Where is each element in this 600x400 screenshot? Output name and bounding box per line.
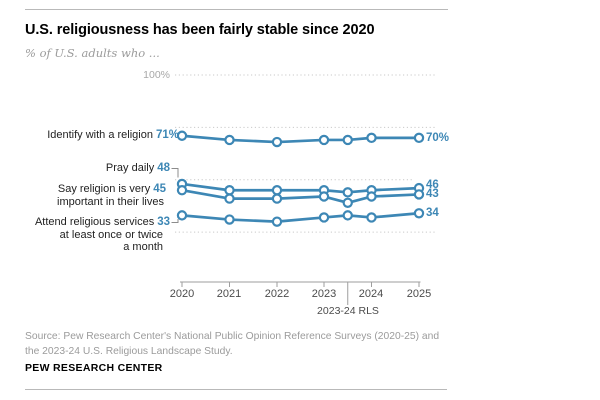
x-tick-2022: 2022	[264, 288, 290, 300]
connector-pray-48	[171, 168, 179, 178]
series-end-value-pray: 46	[426, 179, 439, 191]
data-point-important-2025	[413, 189, 425, 200]
data-point-attend-2025	[413, 208, 425, 219]
data-point-identify-2023	[318, 134, 330, 146]
data-point-identify-2025	[413, 132, 425, 144]
series-label-attend: Attend religious services 33 at least onc…	[0, 216, 170, 254]
x-axis-rls-note: 2023-24 RLS	[317, 305, 379, 317]
series-end-value-attend: 34	[426, 207, 439, 219]
data-point-attend-2020	[176, 210, 188, 221]
source-note: Source: Pew Research Center's National P…	[25, 330, 455, 359]
series-end-value-important: 43	[426, 188, 439, 200]
gridline-100-label: 100%	[143, 69, 170, 81]
data-point-identify-2024	[366, 132, 377, 144]
data-point-attend-2023	[318, 212, 330, 223]
source-line1: Source: Pew Research Center's National P…	[25, 331, 440, 342]
source-line2: the 2023-24 U.S. Religious Landscape Stu…	[25, 345, 233, 357]
data-point-important-2023-24 RLS	[342, 197, 353, 208]
series-start-value-pray: 48	[157, 162, 170, 174]
series-line-important	[181, 188, 420, 205]
series-start-value-attend: 33	[157, 216, 170, 228]
data-point-important-2024	[366, 191, 377, 202]
data-point-attend-2021	[224, 214, 235, 225]
data-point-pray-2022	[271, 185, 283, 196]
series-label-important-line2: important in their lives	[57, 195, 164, 208]
data-point-attend-2024	[366, 212, 377, 223]
chart-subtitle: % of U.S. adults who ...	[25, 46, 160, 60]
series-end-value-identify: 70%	[426, 132, 450, 144]
data-point-important-2022	[271, 193, 283, 204]
series-line-attend	[181, 211, 420, 223]
data-point-identify-2023-24 RLS	[342, 134, 353, 146]
series-label-attend-line1: Attend religious services	[34, 216, 155, 228]
series-label-important: Say religion is very 45 important in thei…	[0, 183, 166, 208]
series-line-pray	[181, 182, 420, 194]
data-point-pray-2023-24 RLS	[342, 187, 353, 198]
pew-research-center-brand: PEW RESEARCH CENTER	[25, 362, 163, 374]
x-tick-2021: 2021	[216, 288, 242, 300]
x-tick-2023: 2023	[311, 288, 337, 300]
connector-attend-33	[171, 219, 179, 223]
data-point-important-2021	[224, 193, 235, 204]
series-label-important-line1: Say religion is very	[57, 183, 151, 195]
top-divider	[25, 9, 448, 10]
x-tick-2020: 2020	[169, 288, 195, 300]
data-point-attend-2023-24 RLS	[342, 210, 353, 221]
series-label-identify-text: Identify with a religion	[47, 129, 153, 141]
series-label-identify: Identify with a religion 71%	[0, 129, 179, 142]
data-point-important-2023	[318, 191, 330, 202]
chart-title: U.S. religiousness has been fairly stabl…	[25, 22, 375, 38]
series-line-identify	[181, 134, 419, 144]
data-point-important-2020	[176, 185, 188, 196]
x-tick-2025: 2025	[406, 288, 432, 300]
data-point-attend-2022	[271, 216, 283, 227]
series-start-value-identify: 71%	[155, 129, 179, 141]
series-label-pray: Pray daily 48	[0, 162, 170, 175]
series-label-attend-line2: at least once or twice	[59, 228, 163, 241]
x-tick-2024: 2024	[358, 288, 384, 300]
data-point-identify-2020	[176, 130, 188, 141]
data-point-identify-2021	[224, 134, 235, 146]
data-point-identify-2022	[271, 136, 283, 148]
data-point-pray-2021	[224, 185, 235, 196]
series-label-attend-line3: a month	[123, 241, 163, 253]
bottom-divider	[25, 389, 447, 390]
series-label-pray-text: Pray daily	[105, 162, 155, 174]
series-start-value-important: 45	[153, 183, 166, 195]
